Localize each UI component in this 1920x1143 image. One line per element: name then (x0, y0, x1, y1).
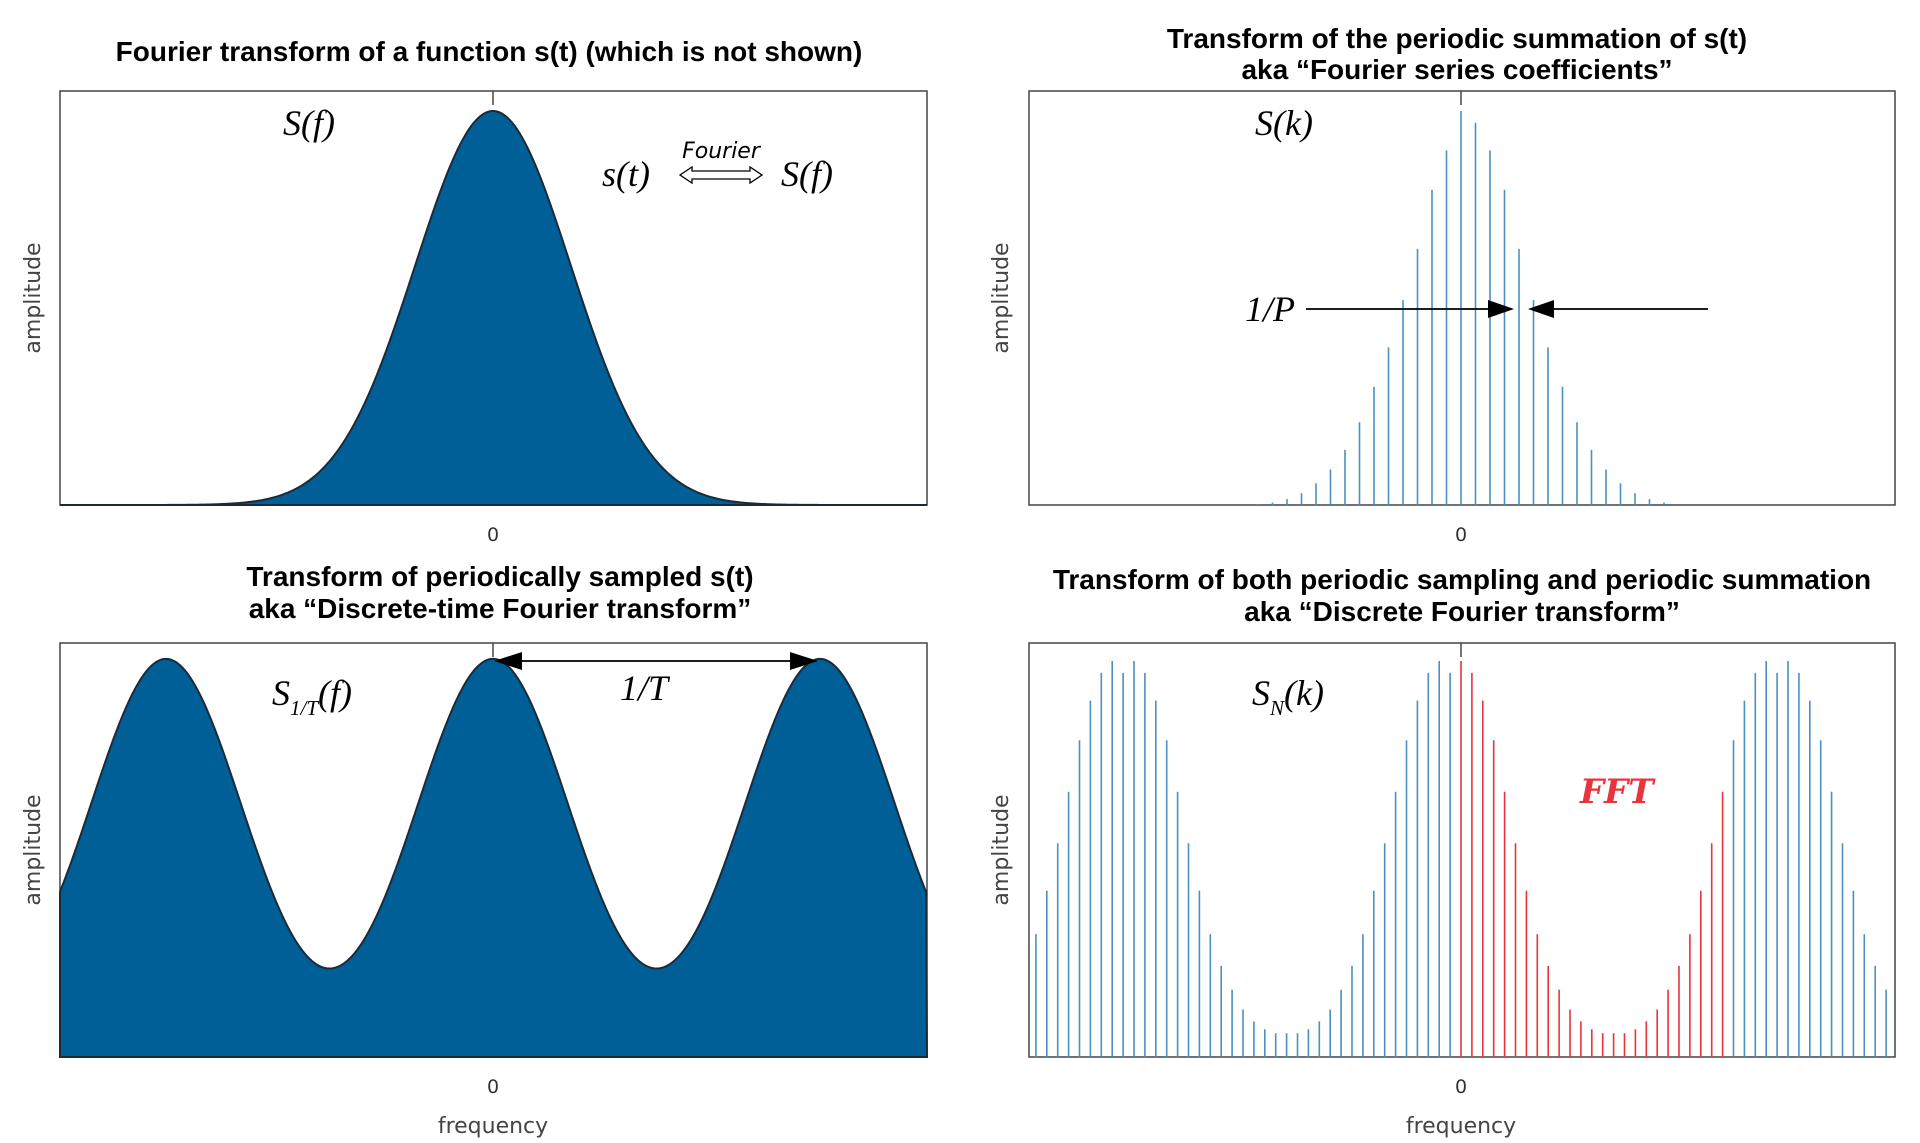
relation-mid: Fourier (682, 139, 762, 164)
panel3-ylabel: amplitude (21, 794, 46, 905)
panel1-ylabel: amplitude (21, 242, 46, 353)
panel2-title-line1: Transform of the periodic summation of s… (1167, 23, 1747, 54)
panel4-title-line2: aka “Discrete Fourier transform” (1244, 596, 1680, 627)
relation-right: S(f) (781, 154, 833, 194)
panel4-fft-label: FFT (1579, 772, 1656, 812)
panel4-title-line1: Transform of both periodic sampling and … (1053, 564, 1871, 595)
panel4-frame (1028, 642, 1896, 1058)
panel3-title-line2: aka “Discrete-time Fourier transform” (249, 593, 752, 624)
panel1-title: Fourier transform of a function s(t) (wh… (116, 36, 863, 67)
panel4-xtick-0: 0 (1455, 1076, 1467, 1098)
panel-fourier-transform: Fourier transform of a function s(t) (wh… (21, 36, 928, 546)
panel4-xlabel: frequency (1406, 1114, 1516, 1139)
panel2-label-Sk: S(k) (1255, 103, 1313, 143)
panel3-area (59, 657, 929, 1058)
relation-left: s(t) (602, 154, 650, 194)
panel1-area (60, 110, 927, 506)
panel2-spacing-label: 1/P (1245, 289, 1295, 329)
panel1-label-Sf: S(f) (283, 103, 335, 143)
panel3-period-label: 1/T (620, 668, 671, 708)
panel-dtft: Transform of periodically sampled s(t) a… (21, 561, 929, 1139)
panel4-ylabel: amplitude (989, 794, 1014, 905)
panel4-label: SN(k) (1252, 673, 1324, 720)
panel3-xtick-0: 0 (487, 1076, 499, 1098)
panel3-label: S1/T(f) (272, 673, 352, 720)
panel4-bars (1035, 661, 1887, 1057)
panel2-bars (1257, 111, 1665, 505)
panel1-xtick-0: 0 (487, 524, 499, 546)
panel3-title-line1: Transform of periodically sampled s(t) (246, 561, 753, 592)
panel3-xlabel: frequency (438, 1114, 548, 1139)
panel-dft: Transform of both periodic sampling and … (989, 564, 1896, 1139)
period-arrow-icon (494, 652, 818, 670)
panel2-ylabel: amplitude (989, 242, 1014, 353)
panel2-title-line2: aka “Fourier series coefficients” (1241, 54, 1672, 85)
panel2-frame (1028, 90, 1896, 506)
panel2-xtick-0: 0 (1455, 524, 1467, 546)
spacing-arrows-icon (1306, 300, 1708, 318)
panel-fourier-series: Transform of the periodic summation of s… (989, 23, 1896, 546)
double-arrow-icon (678, 165, 764, 185)
